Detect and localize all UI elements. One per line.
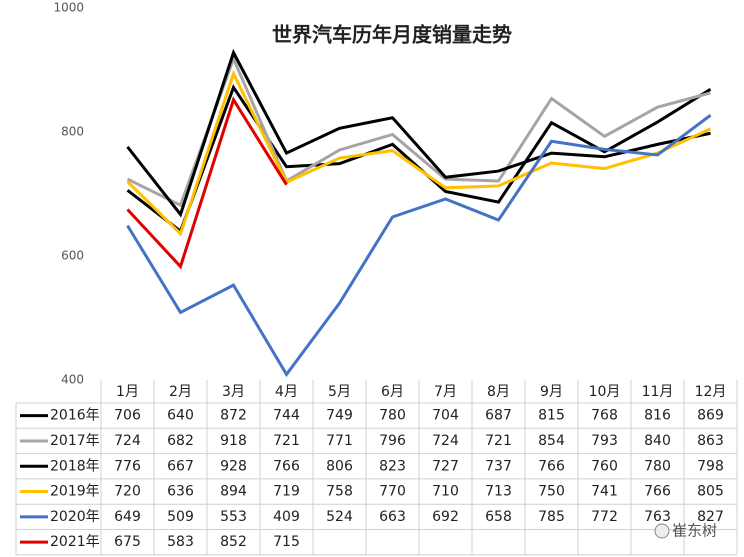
table-value: 760 bbox=[591, 458, 618, 474]
table-value: 737 bbox=[485, 458, 512, 474]
legend-label: 2020年 bbox=[50, 509, 100, 525]
table-value: 863 bbox=[697, 433, 724, 449]
table-value: 692 bbox=[432, 509, 459, 525]
table-value: 682 bbox=[167, 433, 194, 449]
table-value: 636 bbox=[167, 484, 194, 500]
table-value: 710 bbox=[432, 484, 459, 500]
legend-label: 2017年 bbox=[50, 433, 100, 449]
x-tick-label: 9月 bbox=[540, 384, 563, 400]
table-value: 741 bbox=[591, 484, 618, 500]
series-line bbox=[126, 69, 712, 237]
table-value: 706 bbox=[114, 408, 141, 424]
x-tick-label: 6月 bbox=[381, 384, 404, 400]
table-value: 869 bbox=[697, 408, 724, 424]
y-tick-label: 400 bbox=[61, 373, 84, 387]
table-value: 719 bbox=[273, 484, 300, 500]
table-value: 715 bbox=[273, 534, 300, 550]
table-value: 727 bbox=[432, 458, 459, 474]
y-tick-label: 1000 bbox=[53, 1, 84, 15]
table-value: 793 bbox=[591, 433, 618, 449]
chart-title: 世界汽车历年月度销量走势 bbox=[272, 23, 512, 47]
x-tick-label: 5月 bbox=[328, 384, 351, 400]
series-line bbox=[126, 96, 288, 270]
table-value: 772 bbox=[591, 509, 618, 525]
legend-label: 2019年 bbox=[50, 484, 100, 500]
table-value: 854 bbox=[538, 433, 565, 449]
table-value: 816 bbox=[644, 408, 671, 424]
table-value: 667 bbox=[167, 458, 194, 474]
table-value: 758 bbox=[326, 484, 353, 500]
table-value: 770 bbox=[379, 484, 406, 500]
table-value: 796 bbox=[379, 433, 406, 449]
table-value: 649 bbox=[114, 509, 141, 525]
table-value: 744 bbox=[273, 408, 300, 424]
table-value: 852 bbox=[220, 534, 247, 550]
table-value: 750 bbox=[538, 484, 565, 500]
table-value: 524 bbox=[326, 509, 353, 525]
table-value: 928 bbox=[220, 458, 247, 474]
table-value: 724 bbox=[432, 433, 459, 449]
table-value: 827 bbox=[697, 509, 724, 525]
table-value: 780 bbox=[644, 458, 671, 474]
table-value: 583 bbox=[167, 534, 194, 550]
table-value: 704 bbox=[432, 408, 459, 424]
table-value: 840 bbox=[644, 433, 671, 449]
table-value: 823 bbox=[379, 458, 406, 474]
table-value: 724 bbox=[114, 433, 141, 449]
table-value: 663 bbox=[379, 509, 406, 525]
table-value: 780 bbox=[379, 408, 406, 424]
table-value: 509 bbox=[167, 509, 194, 525]
table-value: 720 bbox=[114, 484, 141, 500]
x-tick-label: 12月 bbox=[695, 384, 727, 400]
table-value: 894 bbox=[220, 484, 247, 500]
legend-label: 2016年 bbox=[50, 408, 100, 424]
legend-label: 2021年 bbox=[50, 534, 100, 550]
table-value: 766 bbox=[273, 458, 300, 474]
table-value: 721 bbox=[485, 433, 512, 449]
y-tick-label: 600 bbox=[61, 249, 84, 263]
x-tick-label: 3月 bbox=[222, 384, 245, 400]
watermark-icon bbox=[654, 523, 670, 539]
y-tick-label: 800 bbox=[61, 125, 84, 139]
table-value: 815 bbox=[538, 408, 565, 424]
table-value: 918 bbox=[220, 433, 247, 449]
table-value: 763 bbox=[644, 509, 671, 525]
table-value: 776 bbox=[114, 458, 141, 474]
x-tick-label: 8月 bbox=[487, 384, 510, 400]
table-value: 749 bbox=[326, 408, 353, 424]
table-value: 640 bbox=[167, 408, 194, 424]
series-line bbox=[126, 48, 711, 218]
table-value: 785 bbox=[538, 509, 565, 525]
table-value: 766 bbox=[538, 458, 565, 474]
x-tick-label: 4月 bbox=[275, 384, 298, 400]
table-value: 805 bbox=[697, 484, 724, 500]
x-tick-label: 7月 bbox=[434, 384, 457, 400]
table-value: 713 bbox=[485, 484, 512, 500]
table-value: 721 bbox=[273, 433, 300, 449]
x-tick-label: 2月 bbox=[169, 384, 192, 400]
legend-label: 2018年 bbox=[50, 458, 100, 474]
table-value: 409 bbox=[273, 509, 300, 525]
table-value: 687 bbox=[485, 408, 512, 424]
table-value: 768 bbox=[591, 408, 618, 424]
table-value: 798 bbox=[697, 458, 724, 474]
table-value: 766 bbox=[644, 484, 671, 500]
series-line bbox=[126, 114, 712, 378]
x-tick-label: 10月 bbox=[589, 384, 621, 400]
table-value: 675 bbox=[114, 534, 141, 550]
x-tick-label: 1月 bbox=[116, 384, 139, 400]
table-value: 806 bbox=[326, 458, 353, 474]
table-value: 553 bbox=[220, 509, 247, 525]
table-value: 771 bbox=[326, 433, 353, 449]
watermark: 崔东树 bbox=[672, 522, 717, 540]
table-value: 872 bbox=[220, 408, 247, 424]
x-tick-label: 11月 bbox=[642, 384, 674, 400]
table-value: 658 bbox=[485, 509, 512, 525]
